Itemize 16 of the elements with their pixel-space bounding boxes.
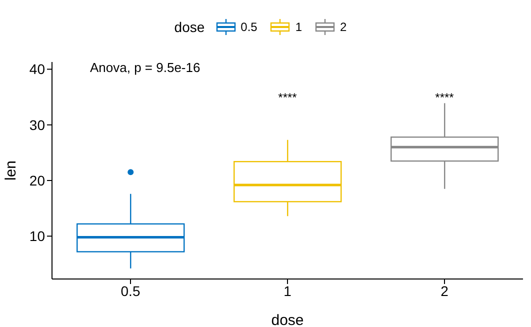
y-axis-title: len	[2, 160, 20, 181]
x-tick-label: 0.5	[120, 282, 140, 299]
x-tick-label: 2	[440, 282, 449, 299]
legend-title: dose	[174, 19, 205, 35]
y-tick-label: 10	[29, 228, 46, 244]
annotation: ****	[278, 90, 298, 104]
y-tick-label: 20	[29, 172, 46, 188]
x-axis-title: dose	[271, 312, 304, 327]
x-tick-label: 1	[284, 282, 292, 299]
legend-label: 2	[340, 20, 347, 34]
y-tick-label: 40	[29, 61, 46, 78]
annotation: ****	[435, 90, 454, 104]
y-tick-label: 30	[29, 116, 46, 133]
legend-label: 0.5	[240, 20, 258, 34]
legend-label: 1	[295, 20, 302, 34]
annotation: Anova, p = 9.5e-16	[90, 60, 200, 75]
